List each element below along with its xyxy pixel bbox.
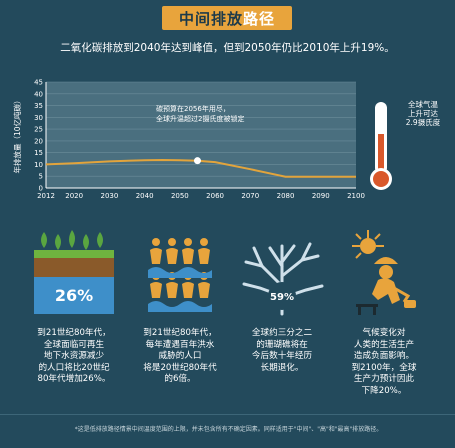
x-tick-label: 2100 [347, 192, 365, 200]
y-tick-label: 10 [34, 161, 43, 169]
card-line: 的珊瑚礁将在 [256, 339, 308, 350]
card-line: 每年遭遇百年洪水 [145, 339, 215, 350]
y-tick-label: 15 [34, 149, 43, 157]
subtitle: 二氧化碳排放到2040年达到峰值，但到2050年仍比2010年上升19%。 [60, 42, 395, 54]
card-text: 气候变化对 人类的生活生产 造成负面影响。 到2100年，全球 生产力预计因此 … [334, 328, 434, 397]
chart-annotation: 碳预算在2056年用尽， 全球升温超过2摄氏度被锁定 [156, 104, 244, 124]
emissions-line [45, 158, 356, 178]
person-icon [198, 238, 210, 264]
y-axis-label-group: 年排放量（10亿吨碳） [12, 96, 22, 173]
x-tick-label: 2012 [37, 192, 55, 200]
y-tick-label: 45 [34, 79, 43, 87]
card-line: 到2100年，全球 [351, 362, 417, 373]
card-line: 今后数十年经历 [251, 351, 313, 361]
card-line: 气候变化对 [362, 328, 406, 338]
temperature-label: 全球气温 上升可达 2.9摄氏度 [392, 100, 454, 127]
footer-divider [0, 414, 455, 415]
x-tick-label: 2040 [136, 192, 154, 200]
card-line: 的6倍。 [164, 374, 196, 384]
x-tick-label: 2080 [277, 192, 295, 200]
temperature-label-line-2: 上升可达 [408, 109, 438, 118]
card-line: 生产力预计因此 [353, 374, 415, 384]
card-line: 将是20世纪80年代 [143, 362, 217, 373]
grid-lines [46, 81, 356, 177]
card-line: 全球约三分之二 [251, 328, 313, 338]
card-line: 长期退化。 [260, 362, 304, 373]
annotation-line-2: 全球升温超过2摄氏度被锁定 [156, 115, 245, 123]
temperature-label-line-3: 2.9摄氏度 [405, 118, 441, 127]
budget-exhausted-marker [193, 157, 201, 165]
x-tick-label: 2030 [100, 192, 118, 200]
x-tick-labels: 2012 2020 2030 2040 2050 2060 2070 2080 2090 2100 [37, 192, 365, 200]
y-tick-label: 30 [34, 114, 43, 122]
person-icon [150, 238, 162, 264]
person-icon [182, 238, 194, 264]
card-line: 下降20%。 [361, 385, 407, 396]
card-line: 到21世纪80年代， [37, 328, 111, 338]
y-tick-label: 35 [34, 102, 43, 110]
farmer-heat-icon [352, 230, 416, 315]
title-bar: 中间排放 路径 [0, 0, 455, 32]
x-tick-label: 2090 [312, 192, 330, 200]
title-banner: 中间排放 路径 [162, 6, 292, 30]
plot-background [46, 82, 356, 188]
y-tick-label: 20 [34, 137, 43, 145]
card-line: 到21世纪80年代， [143, 328, 217, 338]
card-text: 全球约三分之二 的珊瑚礁将在 今后数十年经历 长期退化。 [232, 328, 332, 374]
y-tick-label: 5 [39, 173, 43, 181]
person-icon [166, 238, 178, 264]
flood-people-icon [148, 238, 212, 312]
y-axis-label: 年排放量（10亿吨碳） [12, 96, 22, 173]
x-tick-label: 2020 [65, 192, 83, 200]
title-main: 中间排放 [178, 9, 243, 28]
card-line: 地下水资源减少 [43, 351, 105, 361]
card-line: 全球面临可再生 [43, 339, 105, 350]
title-accent: 路径 [243, 9, 276, 28]
y-tick-label: 25 [34, 126, 43, 134]
y-tick-label: 40 [34, 90, 43, 98]
coral-reef-icon: 59% [242, 242, 324, 316]
x-tick-label: 2070 [241, 192, 259, 200]
card-line: 的人口将比20世纪 [38, 362, 110, 373]
footnote: *这是低排放路径情景中间温度范围的上限，并未包含所有不确定因素。同样适用于"中间… [74, 426, 383, 433]
annotation-line-1: 碳预算在2056年用尽， [156, 105, 230, 113]
y-tick-labels: 0 5 10 15 20 25 30 35 40 45 [34, 79, 43, 193]
soil-layers-icon: 26% [34, 230, 114, 314]
card-line: 人类的生活生产 [353, 339, 415, 350]
card-line: 80年代增加26%。 [37, 374, 111, 384]
groundwater-badge: 26% [55, 286, 93, 305]
temperature-label-line-1: 全球气温 [408, 100, 438, 109]
card-text: 到21世纪80年代， 全球面临可再生 地下水资源减少 的人口将比20世纪 80年… [24, 328, 124, 386]
card-line: 威胁的人口 [158, 351, 202, 361]
card-text: 到21世纪80年代， 每年遭遇百年洪水 威胁的人口 将是20世纪80年代 的6倍… [130, 328, 230, 386]
coral-badge: 59% [270, 292, 294, 303]
x-tick-label: 2050 [171, 192, 189, 200]
card-line: 造成负面影响。 [353, 351, 415, 361]
thermometer-icon [370, 102, 392, 190]
y-tick-label: 0 [39, 185, 43, 193]
x-tick-label: 2060 [206, 192, 224, 200]
